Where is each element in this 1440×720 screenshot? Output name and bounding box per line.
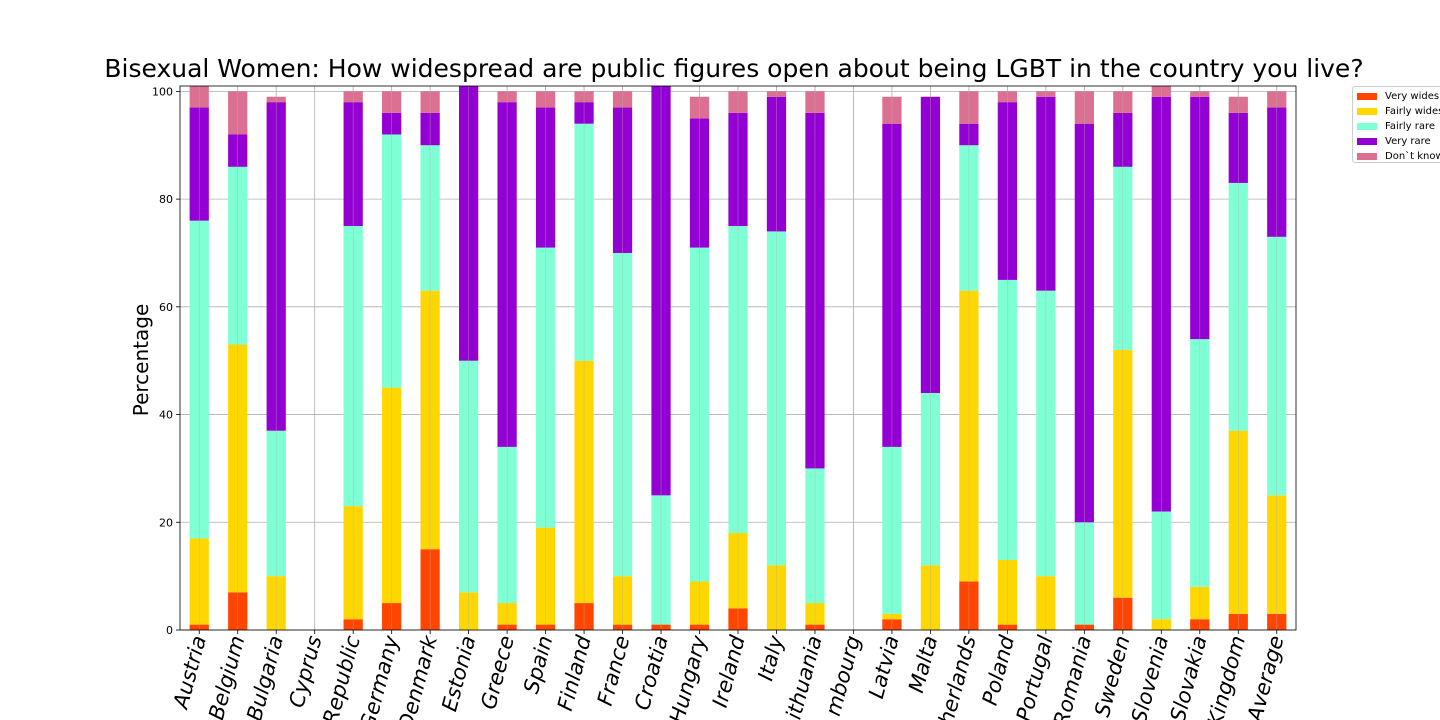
legend-swatch: [1357, 152, 1377, 160]
chart-title: Bisexual Women: How widespread are publi…: [104, 54, 1364, 83]
x-tick-label: Slovakia: [1166, 633, 1212, 720]
x-tick-label: Kingdom: [1203, 633, 1250, 720]
legend-label: Very rare: [1385, 135, 1431, 147]
legend-swatch: [1357, 137, 1377, 145]
x-tick-label: Ireland: [708, 632, 750, 709]
x-tick-label: Austria: [168, 633, 211, 713]
legend-item: Don`t know: [1357, 150, 1440, 162]
x-tick-label: Spain: [519, 633, 557, 696]
legend: Very widesp Fairly wides Fairly rare Very r…: [1352, 86, 1440, 163]
x-tick-label: mbourg: [821, 633, 865, 718]
y-tick-label: 0: [166, 624, 173, 637]
x-tick-label: Slovenia: [1127, 633, 1173, 720]
x-tick-label: Republic: [318, 633, 365, 720]
x-tick-label: Portugal: [1012, 633, 1058, 720]
x-tick-label: Belgium: [204, 633, 249, 720]
legend-swatch: [1357, 92, 1377, 100]
y-axis-label: Percentage: [129, 304, 153, 417]
y-tick-label: 20: [159, 516, 173, 529]
x-tick-label: Cyprus: [284, 633, 326, 710]
x-tick-label: Finland: [553, 632, 596, 713]
x-tick-label: Malta: [904, 633, 942, 695]
legend-label: Don`t know: [1385, 150, 1440, 162]
legend-item: Very rare: [1357, 135, 1431, 147]
legend-item: Fairly wides: [1357, 105, 1440, 117]
y-tick-label: 40: [159, 409, 173, 422]
x-tick-label: Greece: [476, 633, 519, 712]
legend-swatch: [1357, 107, 1377, 115]
x-tick-label: France: [593, 633, 635, 708]
x-tick-label: Romania: [1049, 633, 1096, 720]
x-tick-label: Estonia: [437, 633, 480, 714]
x-tick-label: Croatia: [630, 633, 673, 713]
x-tick-label: Poland: [978, 632, 1020, 707]
legend-item: Very widesp: [1357, 90, 1440, 102]
legend-label: Fairly rare: [1385, 120, 1436, 132]
x-tick-label: Italy: [753, 633, 788, 684]
x-tick-label: Bulgaria: [242, 633, 288, 720]
x-tick-label: Latvia: [864, 633, 904, 701]
bars-layer: [189, 86, 1287, 630]
legend-label: Very widesp: [1385, 90, 1440, 102]
x-tick-label: herlands: [934, 633, 981, 720]
x-tick-label: Sweden: [1090, 633, 1135, 719]
legend-swatch: [1357, 122, 1377, 130]
x-tick-label: Average: [1242, 633, 1288, 720]
y-tick-label: 60: [159, 301, 173, 314]
x-tick-label: Hungary: [665, 633, 712, 720]
legend-item: Fairly rare: [1357, 120, 1435, 132]
y-tick-label: 100: [152, 85, 173, 98]
y-tick-label: 80: [159, 193, 173, 206]
legend-label: Fairly wides: [1385, 105, 1440, 117]
